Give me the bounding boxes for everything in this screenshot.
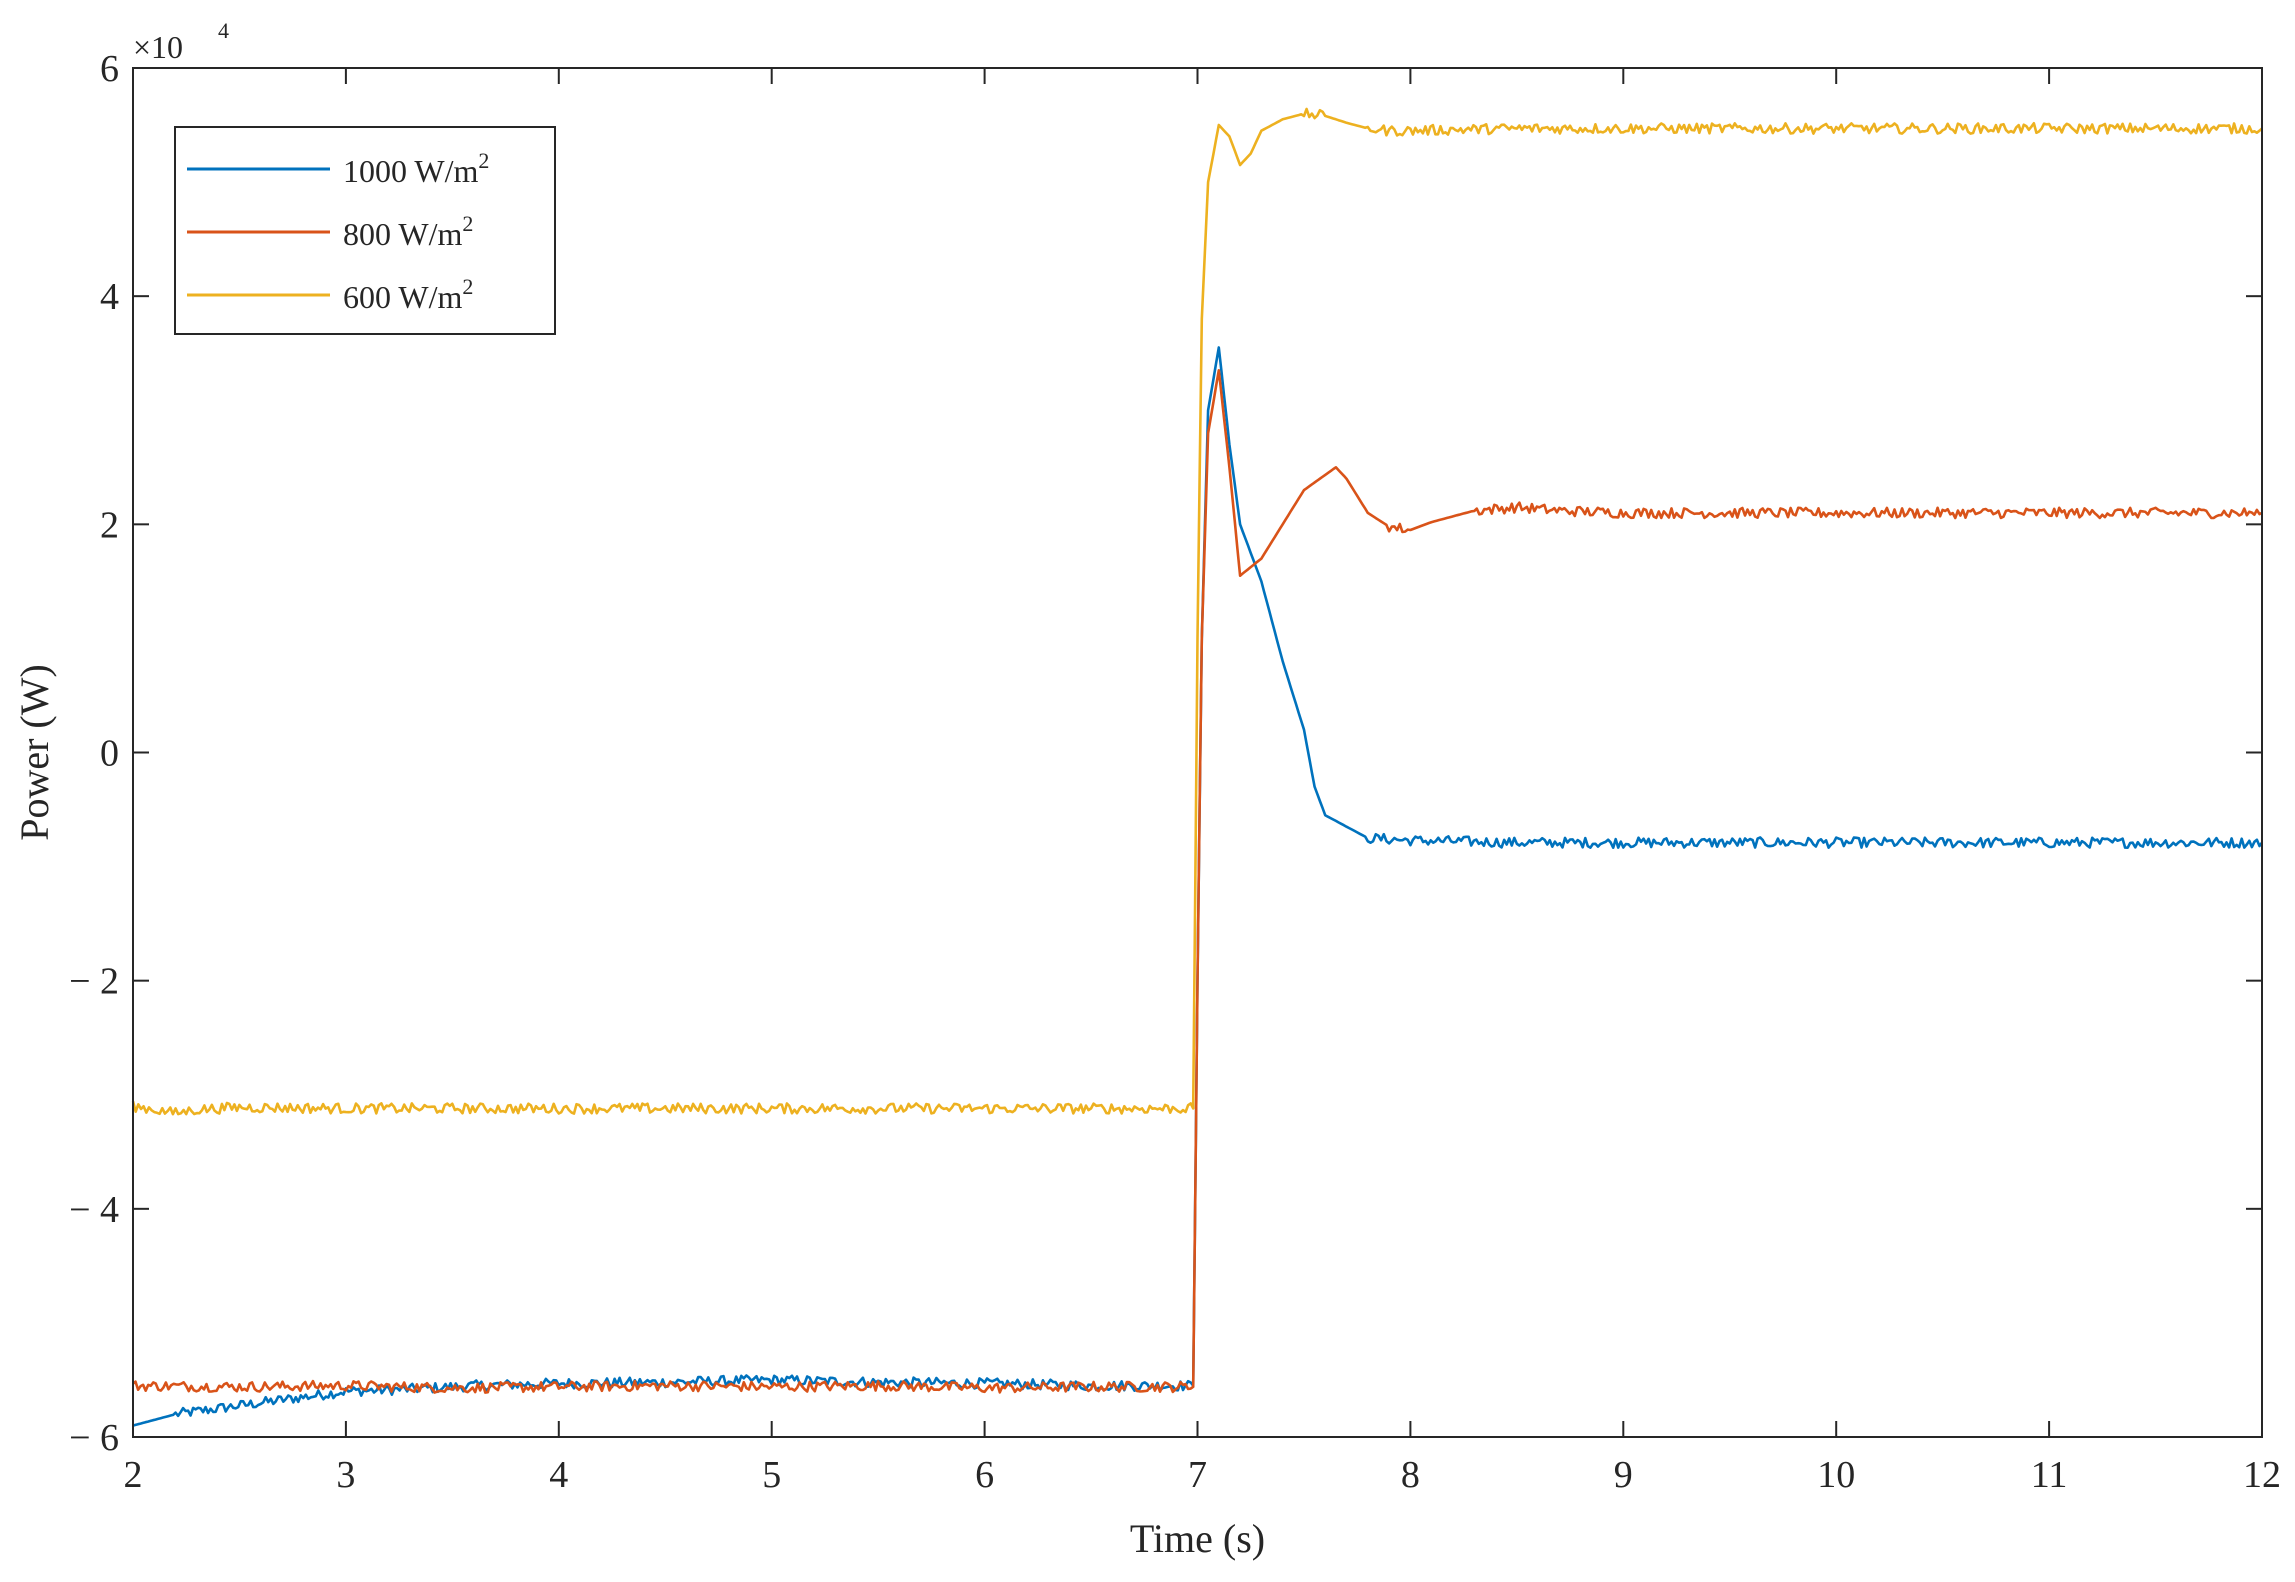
legend-label-1: 1000 W/m2 (343, 148, 489, 189)
legend-label-3: 600 W/m2 (343, 274, 473, 315)
y-tick-label: 6 (100, 48, 119, 90)
y-tick-label: 4 (100, 276, 119, 318)
y-scale-exponent: ×10 4 (133, 18, 229, 65)
legend-label-superscript: 2 (478, 148, 489, 173)
series-line-2 (132, 368, 2263, 1394)
y-tick-label: − 2 (69, 961, 119, 1003)
y-exponent-base: ×10 (133, 29, 183, 65)
legend-label-superscript: 2 (462, 274, 473, 299)
x-tick-label: 4 (549, 1454, 568, 1496)
x-tick-label: 7 (1188, 1454, 1207, 1496)
x-tick-label: 5 (762, 1454, 781, 1496)
x-tick-label: 11 (2031, 1454, 2068, 1496)
x-tick-label: 12 (2243, 1454, 2281, 1496)
legend: 1000 W/m2 800 W/m2 600 W/m2 (174, 126, 556, 335)
y-tick-label: − 4 (69, 1189, 119, 1231)
y-tick-label: 2 (100, 504, 119, 546)
axes-group: 2 3 4 5 6 7 8 9 10 11 12 − 6 − 4 − 2 0 2 4 6 (69, 48, 2281, 1496)
x-tick-label: 6 (975, 1454, 994, 1496)
x-tick-label: 2 (124, 1454, 143, 1496)
legend-label-superscript: 2 (462, 211, 473, 236)
x-tick-label: 3 (336, 1454, 355, 1496)
x-tick-label: 9 (1614, 1454, 1633, 1496)
x-tick-label: 10 (1817, 1454, 1855, 1496)
series-line-3 (131, 107, 2263, 1116)
x-axis-label: Time (s) (1130, 1516, 1265, 1561)
y-tick-label: − 6 (69, 1417, 119, 1459)
y-tick-label: 0 (100, 733, 119, 775)
legend-label-2: 800 W/m2 (343, 211, 473, 252)
x-tick-label: 8 (1401, 1454, 1420, 1496)
y-axis-label: Power (W) (12, 664, 57, 841)
y-exponent-power: 4 (218, 18, 229, 43)
series-group (131, 107, 2264, 1427)
